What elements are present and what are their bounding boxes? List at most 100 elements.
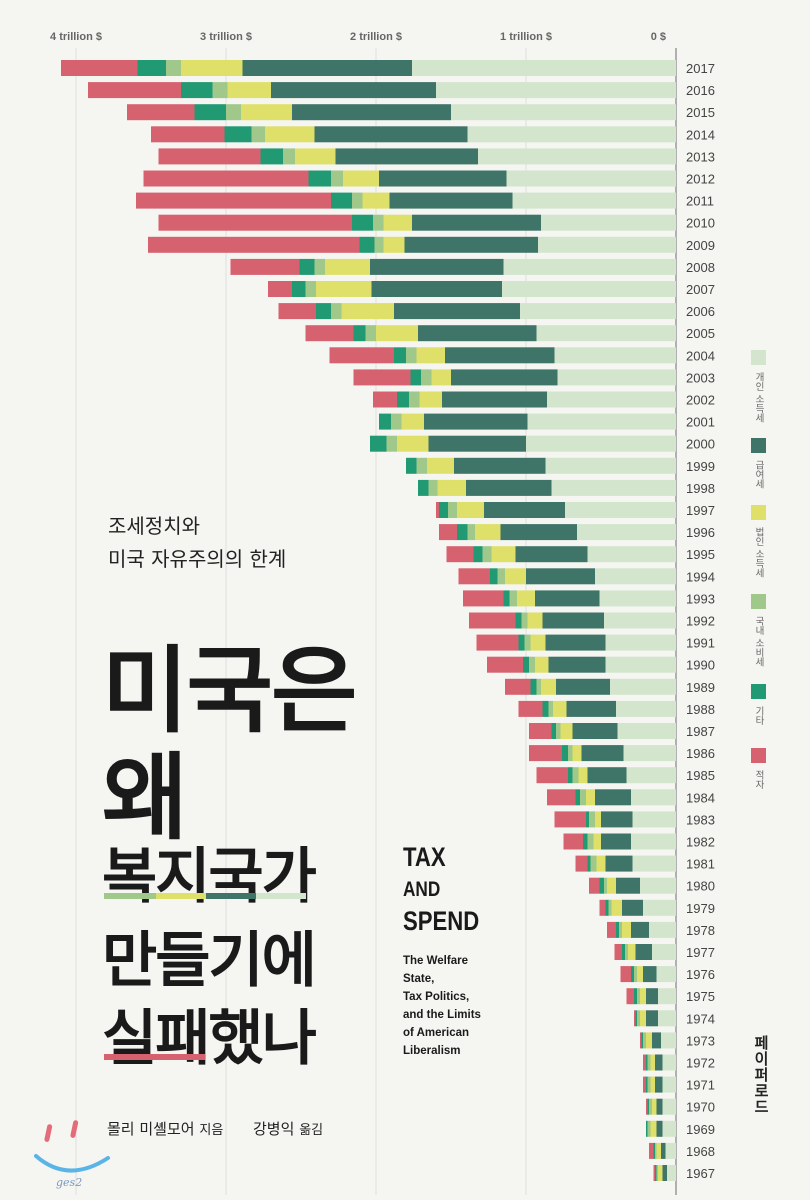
bar-segment-6 <box>305 325 354 342</box>
bar-segment-4 <box>283 148 295 165</box>
author-name: 몰리 미셸모어 <box>107 1120 195 1138</box>
title-line-2: 왜 <box>102 744 188 853</box>
bar-segment-4 <box>572 767 579 784</box>
bar-segment-4 <box>529 656 535 673</box>
bar-segment-3 <box>586 789 595 806</box>
bar-segment-1 <box>631 833 676 850</box>
year-label: 1988 <box>686 702 715 717</box>
bar-segment-5 <box>406 457 417 474</box>
year-label: 1982 <box>686 835 715 850</box>
bar-segment-5 <box>394 347 406 364</box>
bar-segment-3 <box>343 170 379 187</box>
year-label: 1969 <box>686 1122 715 1137</box>
bar-segment-2 <box>484 502 565 518</box>
bar-segment-6 <box>436 502 439 518</box>
bar-segment-1 <box>640 877 676 894</box>
bar-segment-5 <box>299 258 315 275</box>
year-label: 1976 <box>686 967 715 982</box>
bar-segment-4 <box>331 170 343 187</box>
bar-segment-1 <box>616 700 676 717</box>
subtitle-line-1: 조세정치와 <box>108 514 200 538</box>
title-underline-light <box>256 893 306 899</box>
bar-segment-2 <box>445 347 555 364</box>
bar-segment-1 <box>605 634 676 651</box>
english-title-spend: SPEND <box>403 906 480 936</box>
bar-segment-5 <box>646 1054 648 1071</box>
legend-label: 급여세 <box>753 460 764 489</box>
year-label: 2001 <box>686 415 715 430</box>
bar-segment-4 <box>649 1098 652 1115</box>
bar-segment-2 <box>643 966 657 983</box>
bar-segment-4 <box>604 877 607 894</box>
bar-segment-3 <box>578 767 588 784</box>
bar-segment-5 <box>647 1098 649 1115</box>
bar-segment-6 <box>505 678 531 695</box>
bar-segment-4 <box>647 1076 651 1093</box>
year-label: 2004 <box>686 348 715 363</box>
bar-segment-4 <box>482 546 492 563</box>
bar-segment-1 <box>662 1076 676 1093</box>
axis-tick-label: 4 trillion $ <box>50 31 102 43</box>
bar-segment-5 <box>379 413 391 430</box>
bar-segment-4 <box>643 1032 646 1049</box>
bar-segment-4 <box>391 413 402 430</box>
year-label: 1981 <box>686 857 715 872</box>
year-label: 1995 <box>686 547 715 562</box>
bar-segment-1 <box>599 590 676 607</box>
translator-name: 강병익 <box>253 1120 295 1138</box>
bar-segment-6 <box>607 921 616 938</box>
year-label: 1996 <box>686 525 715 540</box>
bar-segment-5 <box>224 126 252 143</box>
bar-segment-5 <box>490 568 498 585</box>
bar-segment-4 <box>467 524 475 541</box>
bar-segment-3 <box>491 546 516 563</box>
bar-segment-3 <box>416 347 445 364</box>
english-subtitle-line: State, <box>403 973 435 985</box>
bar-segment-3 <box>595 811 601 828</box>
bar-segment-6 <box>640 1032 642 1049</box>
bar-segment-1 <box>412 60 676 76</box>
bar-segment-5 <box>308 170 331 187</box>
bar-segment-6 <box>614 944 622 960</box>
bar-segment-6 <box>151 126 225 143</box>
legend-swatch <box>751 505 766 520</box>
bar-segment-2 <box>370 258 504 275</box>
subtitle: 조세정치와 미국 자유주의의 한계 <box>108 510 286 576</box>
bar-segment-6 <box>353 369 411 386</box>
title-line-4: 만들기에 <box>102 926 317 996</box>
bar-segment-3 <box>640 988 646 1005</box>
bar-segment-5 <box>551 723 556 739</box>
bar-segment-2 <box>412 214 541 231</box>
bar-segment-3 <box>383 214 412 231</box>
bar-segment-6 <box>529 745 562 762</box>
title-underline-yellow <box>156 893 206 899</box>
bar-segment-1 <box>502 281 676 297</box>
year-label: 2003 <box>686 370 715 385</box>
year-label: 2011 <box>686 194 714 209</box>
bar-segment-4 <box>536 678 541 695</box>
bar-segment-1 <box>541 214 676 231</box>
year-label: 1971 <box>686 1078 715 1093</box>
bar-segment-6 <box>446 546 474 563</box>
year-label: 1990 <box>686 658 715 673</box>
year-label: 2008 <box>686 260 715 275</box>
bar-segment-6 <box>563 833 583 850</box>
year-label: 2009 <box>686 238 715 253</box>
bar-segment-2 <box>587 767 627 784</box>
bar-segment-3 <box>650 1054 655 1071</box>
year-label: 2013 <box>686 149 715 164</box>
bar-segment-3 <box>475 524 501 541</box>
bar-segment-6 <box>547 789 576 806</box>
bar-segment-3 <box>572 745 582 762</box>
bar-segment-6 <box>626 988 634 1005</box>
bar-segment-6 <box>476 634 519 651</box>
bar-segment-1 <box>667 1165 676 1181</box>
bar-segment-5 <box>641 1032 643 1049</box>
bar-segment-2 <box>335 148 478 165</box>
bar-segment-6 <box>620 966 631 983</box>
year-label: 1991 <box>686 636 715 651</box>
bar-segment-2 <box>655 1054 663 1071</box>
bar-segment-2 <box>605 855 633 872</box>
year-label: 1972 <box>686 1056 715 1071</box>
bar-segment-2 <box>545 634 606 651</box>
